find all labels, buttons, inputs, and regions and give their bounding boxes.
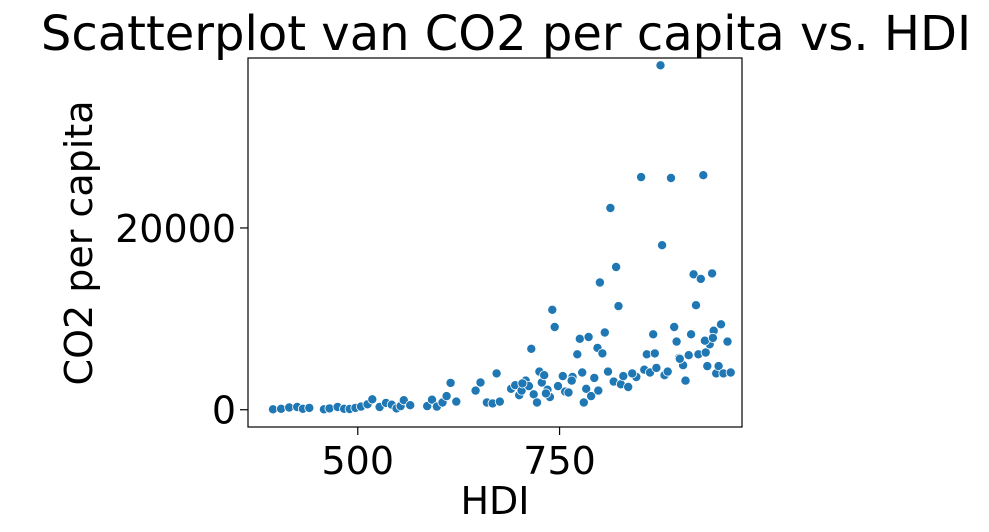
scatter-point [707, 268, 718, 279]
scatter-point [707, 332, 718, 343]
y-axis-label: CO2 per capita [57, 101, 101, 386]
scatter-point [611, 261, 622, 272]
plot-area: 500 750 0 20000 [115, 57, 743, 483]
scatter-point [722, 336, 733, 347]
scatter-point [700, 347, 711, 358]
scatter-point [572, 349, 583, 360]
scatter-point [618, 371, 629, 382]
chart-title: Scatterplot van CO2 per capita vs. HDI [41, 6, 971, 62]
scatter-point [662, 366, 673, 377]
scatter-point [627, 368, 638, 379]
scatter-point [671, 336, 682, 347]
scatter-point [405, 400, 416, 411]
scatter-point [698, 170, 709, 181]
scatter-point [605, 202, 616, 213]
scatter-point [688, 269, 699, 280]
scatter-point [702, 361, 713, 372]
scatter-point [324, 403, 335, 414]
scatter-point [557, 371, 568, 382]
scatter-point [494, 396, 505, 407]
scatter-point [578, 397, 589, 408]
scatter-point [532, 397, 543, 408]
scatter-point [445, 377, 456, 388]
scatter-point [593, 385, 604, 396]
scatter-point [574, 333, 585, 344]
scatter-point [603, 366, 614, 377]
y-axis-ticks: 0 20000 [115, 207, 248, 433]
scatter-point [613, 301, 624, 312]
scatter-point [540, 388, 551, 399]
scatter-point [517, 378, 528, 389]
scatter-point [577, 367, 588, 378]
scatter-point [648, 329, 659, 340]
scatter-point [674, 353, 685, 364]
scatter-point [475, 377, 486, 388]
scatter-point [426, 394, 437, 405]
scatter-point [581, 383, 592, 394]
scatter-point [583, 331, 594, 342]
scatter-point [586, 391, 597, 402]
scatter-point [367, 394, 378, 405]
scatter-point [725, 367, 736, 378]
scatter-point [563, 387, 574, 398]
scatter-point [553, 381, 564, 392]
scatter-point [669, 321, 680, 332]
scatter-point [597, 348, 608, 359]
scatter-point [441, 391, 452, 402]
x-axis-label: HDI [460, 479, 529, 523]
scatter-point [680, 375, 691, 386]
scatter-point [716, 319, 727, 330]
scatter-point [655, 60, 666, 71]
scatter-point [549, 321, 560, 332]
scatter-point [623, 381, 634, 392]
scatter-point [470, 385, 481, 396]
scatter-point [599, 327, 610, 338]
x-tick-label: 750 [523, 439, 596, 483]
scatter-point [594, 277, 605, 288]
x-axis-ticks: 500 750 [322, 427, 596, 483]
scatter-point [491, 368, 502, 379]
scatter-point [686, 329, 697, 340]
scatter-point [691, 300, 702, 311]
y-tick-label: 0 [212, 389, 236, 433]
scatter-point [451, 396, 462, 407]
scatter-point [651, 362, 662, 373]
y-tick-label: 20000 [115, 207, 236, 251]
scatter-point [304, 402, 315, 413]
scatter-point [566, 375, 577, 386]
data-points [267, 60, 736, 415]
scatter-point [666, 172, 677, 183]
scatter-point [695, 273, 706, 284]
scatter-point [713, 361, 724, 372]
scatter-point [636, 172, 647, 183]
scatter-point [547, 304, 558, 315]
x-tick-label: 500 [322, 439, 395, 483]
scatter-point [276, 403, 287, 414]
scatter-point [649, 348, 660, 359]
scatter-point [539, 370, 550, 381]
scatter-point [657, 240, 668, 251]
scatter-point [683, 350, 694, 361]
scatter-point [589, 372, 600, 383]
scatter-point [526, 343, 537, 354]
